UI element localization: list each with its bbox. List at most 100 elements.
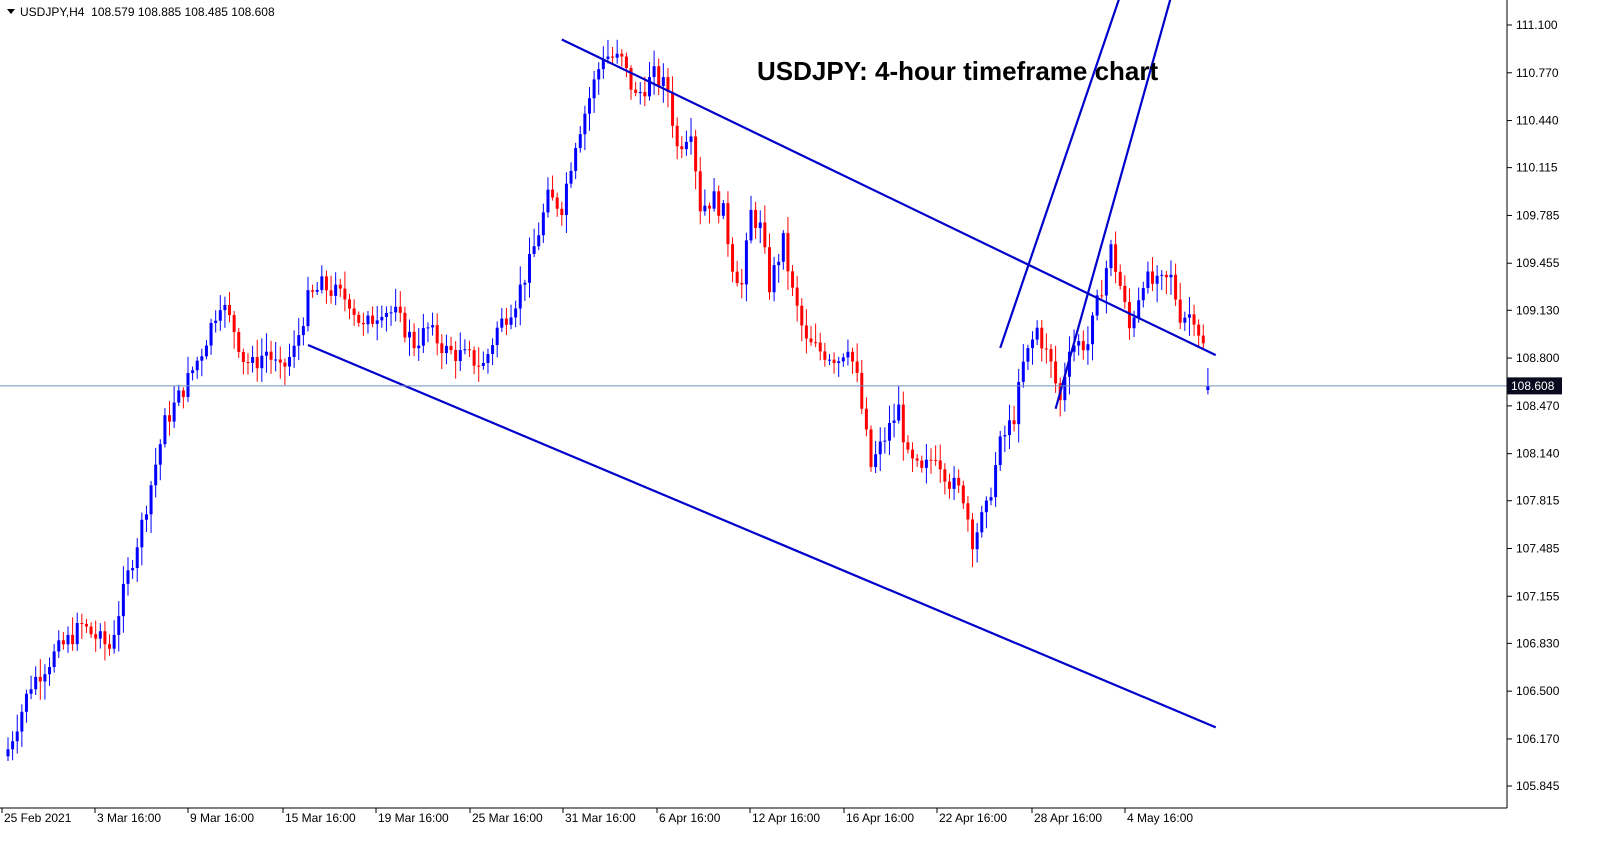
candle-body [61, 640, 65, 645]
candle-body [481, 362, 485, 367]
candle-body [223, 304, 227, 311]
candle-body [177, 390, 181, 403]
candle-body [1049, 349, 1053, 362]
candle-body [841, 357, 845, 362]
candle-body [191, 370, 195, 374]
candle-body [329, 290, 333, 296]
candle-body [435, 325, 439, 344]
y-tick-label: 106.500 [1516, 684, 1560, 698]
candle-body [274, 359, 278, 361]
y-tick-label: 110.770 [1516, 66, 1559, 80]
candle-body [1100, 295, 1104, 297]
candle-body [103, 631, 107, 645]
x-tick-label: 22 Apr 16:00 [939, 811, 1007, 825]
candle-body [84, 623, 88, 627]
candle-body [555, 197, 559, 209]
candle-body [94, 634, 98, 639]
candle-body [343, 288, 347, 300]
candle-body [403, 312, 407, 338]
candle-body [98, 631, 102, 639]
current-price-label: 108.608 [1511, 379, 1555, 393]
candle-body [1197, 324, 1201, 336]
x-tick-label: 3 Mar 16:00 [97, 811, 161, 825]
candle-body [149, 485, 153, 515]
lower-channel-line[interactable] [307, 344, 1217, 729]
candle-body [1077, 341, 1081, 346]
candle-body [611, 56, 615, 58]
candle-body [1164, 274, 1168, 278]
candle-body [334, 284, 338, 296]
candle-body [883, 440, 887, 442]
candle-body [181, 390, 185, 397]
candle-body [6, 749, 10, 757]
candle-body [366, 315, 370, 325]
y-tick-label: 107.485 [1516, 542, 1560, 556]
y-tick-label: 106.170 [1516, 732, 1560, 746]
rising-channel-lower[interactable] [1054, 0, 1174, 410]
candle-body [818, 342, 822, 352]
dropdown-triangle-icon[interactable] [7, 9, 15, 14]
x-tick-label: 15 Mar 16:00 [285, 811, 356, 825]
candle-body [131, 568, 135, 571]
candle-body [315, 289, 319, 292]
candle-body [952, 477, 956, 489]
candle-body [924, 459, 928, 468]
candle-body [121, 583, 125, 617]
candle-body [874, 454, 878, 468]
candle-body [398, 306, 402, 313]
candle-body [204, 345, 208, 357]
rising-channel-upper[interactable] [999, 0, 1122, 349]
candle-body [943, 469, 947, 482]
candle-body [634, 89, 638, 93]
candle-body [52, 651, 56, 668]
candle-body [592, 79, 596, 99]
candle-body [1017, 381, 1021, 425]
candle-body [431, 325, 435, 328]
candle-body [804, 325, 808, 339]
candle-body [172, 402, 176, 422]
candle-body [1044, 348, 1048, 350]
candle-body [864, 408, 868, 430]
candle-body [791, 271, 795, 288]
candle-body [1174, 274, 1178, 300]
y-tick-label: 108.140 [1516, 447, 1560, 461]
candle-body [1141, 288, 1145, 301]
candle-body [112, 634, 116, 649]
candle-body [135, 547, 139, 569]
candle-body [1192, 314, 1196, 325]
candle-body [601, 58, 605, 70]
candle-body [260, 355, 264, 369]
time-axis: 25 Feb 2021 3 Mar 16:00 9 Mar 16:00 15 Mar … [1, 808, 1193, 825]
candle-body [264, 351, 268, 356]
candle-body [1081, 341, 1085, 351]
candle-body [703, 205, 707, 212]
candle-body [615, 53, 619, 58]
candle-body [698, 171, 702, 212]
candle-body [523, 282, 527, 285]
candle-body [984, 500, 988, 513]
x-tick-label: 25 Mar 16:00 [472, 811, 543, 825]
candle-body [832, 359, 836, 364]
candle-body [527, 253, 531, 283]
symbol-info: USDJPY,H4 108.579 108.885 108.485 108.60… [20, 5, 275, 19]
candle-body [214, 320, 218, 323]
candle-body [283, 362, 287, 367]
candle-body [458, 350, 462, 361]
candle-body [583, 113, 587, 135]
upper-channel-line[interactable] [561, 38, 1217, 357]
candle-body [1132, 317, 1136, 329]
y-tick-label: 109.785 [1516, 208, 1560, 222]
candle-body [860, 372, 864, 409]
candle-body [966, 503, 970, 520]
candle-body [255, 357, 259, 369]
candle-body [251, 357, 255, 363]
candle-body [29, 689, 33, 694]
candle-body [1114, 244, 1118, 272]
candle-body [652, 66, 656, 78]
candle-body [1137, 300, 1141, 318]
candle-body [578, 134, 582, 149]
candle-body [71, 634, 75, 645]
candle-body [320, 276, 324, 290]
